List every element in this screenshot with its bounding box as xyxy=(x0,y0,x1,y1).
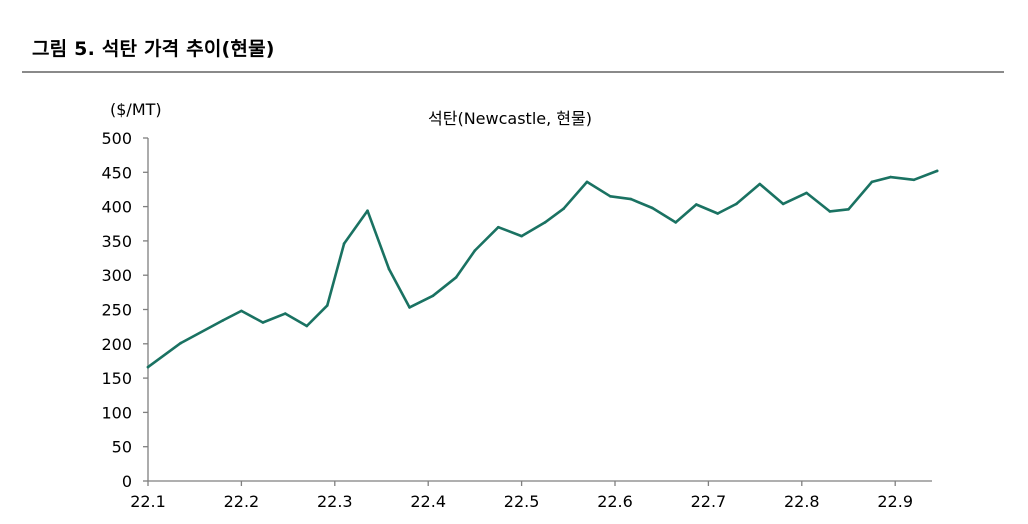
data-point xyxy=(585,180,589,184)
data-point xyxy=(387,267,391,271)
y-tick-label: 350 xyxy=(101,232,132,251)
data-point xyxy=(179,341,182,345)
y-tick-label: 200 xyxy=(101,335,132,354)
y-tick-label: 50 xyxy=(112,438,132,457)
data-point xyxy=(912,178,916,182)
data-point xyxy=(221,319,224,322)
data-point xyxy=(431,294,435,298)
x-tick-label: 22.1 xyxy=(130,492,166,511)
x-tick-label: 22.3 xyxy=(317,492,353,511)
data-point xyxy=(543,221,547,224)
y-tick-label: 400 xyxy=(101,198,132,217)
data-point xyxy=(305,324,309,328)
y-tick-label: 300 xyxy=(101,266,132,285)
y-axis-unit-label: ($/MT) xyxy=(110,100,162,119)
data-point xyxy=(284,312,287,315)
y-tick-label: 500 xyxy=(101,129,132,148)
title-divider xyxy=(22,71,1004,73)
figure-title: 그림 5. 석탄 가격 추이(현물) xyxy=(32,38,275,60)
data-point xyxy=(408,306,411,309)
data-point xyxy=(870,180,874,184)
data-point xyxy=(695,203,698,206)
data-point xyxy=(889,175,892,179)
data-point xyxy=(473,249,477,252)
series-line xyxy=(146,169,939,369)
data-point xyxy=(326,304,329,307)
data-point xyxy=(562,207,565,210)
x-tick-label: 22.4 xyxy=(410,492,446,511)
data-point xyxy=(805,191,808,195)
data-point xyxy=(609,195,612,198)
data-point xyxy=(366,209,369,212)
data-point xyxy=(454,276,458,279)
y-tick-label: 250 xyxy=(101,301,132,320)
data-point xyxy=(781,202,785,206)
x-tick-label: 22.8 xyxy=(784,492,820,511)
y-tick-labels: 0 50 100 150 200 250 300 350 400 450 500 xyxy=(101,129,132,491)
x-tick-label: 22.2 xyxy=(224,492,260,511)
data-point xyxy=(847,208,850,211)
x-tick-label: 22.6 xyxy=(597,492,633,511)
x-tick-label: 22.9 xyxy=(877,492,913,511)
data-point xyxy=(342,242,346,245)
axes xyxy=(143,137,932,486)
data-point xyxy=(758,182,762,186)
data-point xyxy=(240,309,243,313)
data-point xyxy=(520,234,523,238)
x-tick-labels: 22.1 22.2 22.3 22.4 22.5 22.6 22.7 22.8 22.9 xyxy=(130,492,913,511)
data-point xyxy=(828,210,832,213)
series-title: 석탄(Newcastle, 현물) xyxy=(428,109,592,128)
y-tick-label: 0 xyxy=(122,472,132,491)
data-point xyxy=(674,221,677,224)
x-tick-label: 22.7 xyxy=(691,492,727,511)
y-tick-label: 150 xyxy=(101,369,132,388)
series-layer xyxy=(146,169,939,369)
data-point xyxy=(629,197,633,201)
data-point xyxy=(735,202,738,206)
data-point xyxy=(651,206,654,210)
data-point xyxy=(146,365,150,369)
data-point xyxy=(935,169,939,173)
y-tick-label: 450 xyxy=(101,163,132,182)
data-point xyxy=(716,212,719,215)
data-point xyxy=(261,321,265,324)
x-tick-label: 22.5 xyxy=(504,492,540,511)
y-tick-label: 100 xyxy=(101,403,132,422)
data-point xyxy=(497,225,500,229)
